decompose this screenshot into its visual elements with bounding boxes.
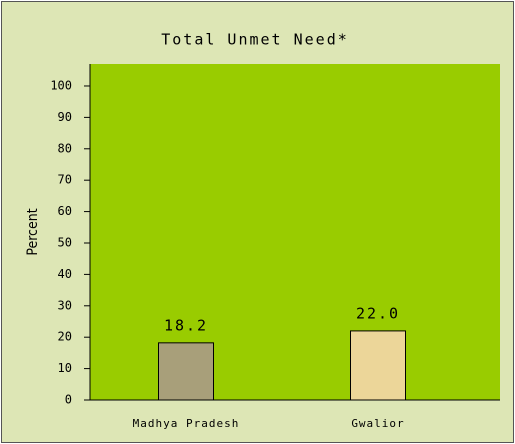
y-tick-label: 60 [58, 204, 72, 218]
y-tick-label: 20 [58, 330, 72, 344]
bar [350, 330, 406, 401]
y-tick-label: 50 [58, 235, 72, 249]
y-axis-label: Percent [25, 208, 41, 255]
x-tick-label: Gwalior [351, 417, 404, 430]
y-tick-label: 90 [58, 110, 72, 124]
data-label: 18.2 [164, 316, 208, 334]
chart-title: Total Unmet Need* [161, 31, 349, 49]
y-tick-label: 0 [65, 393, 72, 407]
data-label: 22.0 [356, 304, 400, 322]
y-tick-label: 40 [58, 267, 72, 281]
y-tick-label: 100 [50, 78, 72, 92]
y-tick-label: 80 [58, 141, 72, 155]
x-tick-label: Madhya Pradesh [133, 417, 240, 430]
bar [158, 342, 214, 401]
y-tick-label: 30 [58, 298, 72, 312]
plot-area [90, 64, 500, 400]
y-tick-label: 70 [58, 173, 72, 187]
y-tick-label: 10 [58, 361, 72, 375]
